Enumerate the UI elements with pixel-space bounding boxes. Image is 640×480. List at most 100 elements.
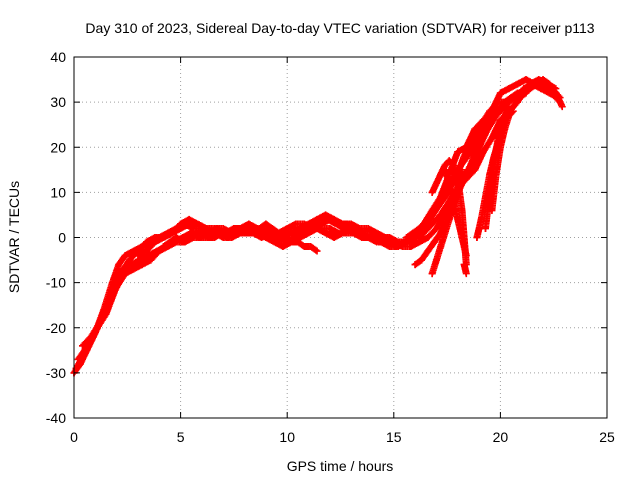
plus-marker [373, 229, 381, 237]
plus-marker [185, 234, 193, 241]
plus-marker [558, 103, 566, 111]
plus-marker [522, 89, 530, 97]
plus-marker [130, 265, 138, 273]
plus-marker [339, 229, 347, 237]
plus-marker [198, 229, 206, 237]
plus-marker [364, 224, 372, 232]
x-tick-label: 0 [70, 429, 78, 445]
plus-marker [432, 256, 440, 264]
y-tick-label: -30 [46, 365, 66, 381]
plus-marker [475, 143, 483, 151]
x-tick-label: 15 [386, 429, 402, 445]
plus-marker [275, 229, 283, 237]
y-tick-label: 30 [50, 94, 66, 110]
plus-marker [445, 215, 453, 223]
plus-marker [121, 252, 129, 260]
plus-marker [479, 125, 487, 133]
plus-marker [390, 238, 398, 246]
plus-marker [496, 89, 504, 97]
plus-marker [505, 85, 513, 93]
plus-marker [117, 270, 125, 278]
plus-marker [516, 94, 524, 102]
plus-marker [486, 107, 494, 115]
plus-marker [279, 243, 287, 251]
plus-marker [415, 238, 423, 246]
plus-marker [228, 234, 236, 241]
plus-marker [462, 270, 470, 278]
plus-marker [509, 107, 517, 115]
plus-marker [441, 166, 449, 174]
plus-marker [398, 243, 406, 251]
x-tick-label: 20 [493, 429, 509, 445]
plus-marker [424, 234, 432, 241]
plus-marker [460, 261, 468, 269]
plus-marker [307, 243, 315, 251]
plus-marker [115, 261, 123, 269]
plus-marker [422, 220, 430, 228]
plus-marker [194, 220, 202, 228]
plus-marker [339, 220, 347, 228]
plus-marker [513, 89, 521, 97]
plus-marker [469, 157, 477, 165]
plus-marker [268, 224, 276, 232]
plus-marker [441, 193, 449, 201]
plus-marker [545, 80, 553, 88]
plus-marker [432, 224, 440, 232]
plus-marker [142, 238, 150, 246]
plus-marker [243, 229, 251, 237]
plus-marker [102, 310, 110, 318]
axis-ticks [73, 56, 608, 419]
series-trace-6 [160, 220, 321, 255]
plus-marker [479, 148, 487, 156]
plus-marker [296, 234, 304, 241]
plus-marker [467, 148, 475, 156]
plus-marker [460, 157, 468, 165]
plus-marker [138, 261, 146, 269]
plus-marker [432, 179, 440, 187]
plus-marker [177, 220, 185, 228]
plus-marker [454, 215, 462, 223]
plus-marker [473, 234, 481, 241]
plus-marker [224, 229, 232, 237]
y-tick-label: 0 [58, 230, 66, 246]
plus-marker [160, 243, 168, 251]
plus-marker [437, 243, 445, 251]
plus-marker [125, 256, 133, 264]
plus-marker [356, 229, 364, 237]
plus-marker [85, 342, 93, 350]
plus-marker [505, 98, 513, 106]
series-trace-11 [460, 261, 470, 278]
plus-marker [270, 238, 278, 246]
plus-marker [507, 94, 515, 102]
plus-marker [481, 224, 489, 232]
plus-marker [430, 238, 438, 246]
plus-marker [428, 220, 436, 228]
plus-marker [155, 247, 163, 255]
plus-marker [492, 170, 500, 178]
plus-marker [322, 211, 330, 219]
plus-marker [418, 256, 426, 264]
plus-marker [437, 170, 445, 178]
plus-marker [296, 224, 304, 232]
series-trace-13 [481, 103, 513, 232]
plus-marker [313, 215, 321, 223]
plus-marker [403, 234, 411, 241]
plus-marker [473, 134, 481, 142]
plus-marker [505, 112, 513, 120]
plus-marker [330, 215, 338, 223]
plus-marker [407, 243, 415, 251]
plus-marker [494, 98, 502, 106]
plus-marker [420, 229, 428, 237]
plus-marker [428, 270, 436, 278]
y-axis-label: SDTVAR / TECUs [6, 181, 22, 293]
plus-marker [454, 166, 462, 174]
plus-marker [411, 234, 419, 241]
plus-marker [79, 342, 87, 350]
plus-marker [330, 234, 338, 241]
plus-marker [111, 288, 119, 296]
plus-marker [471, 166, 479, 174]
plus-marker [486, 116, 494, 124]
plus-marker [142, 247, 150, 255]
series-trace-14 [488, 107, 517, 214]
plus-marker [458, 234, 466, 241]
